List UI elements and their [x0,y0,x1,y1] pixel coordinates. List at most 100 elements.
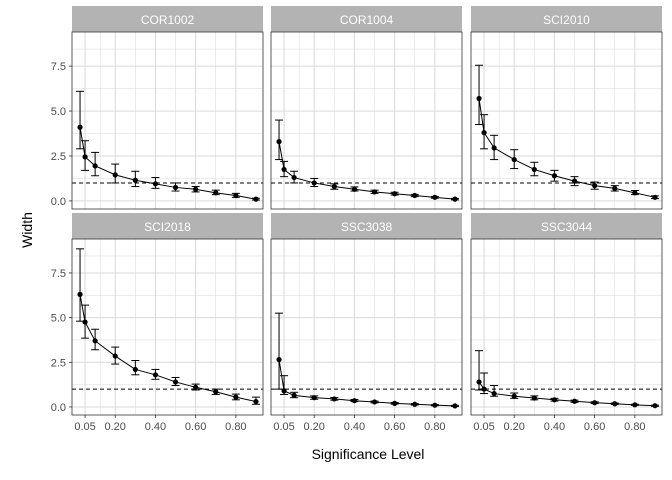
data-point [276,357,282,363]
data-point [551,173,558,179]
panel-background [271,239,462,415]
data-point [491,390,497,397]
data-point [172,379,179,385]
facet-strip-label: SSC3038 [341,220,393,234]
facet-strip-label: SCI2018 [144,220,191,234]
facet-panel-cor1004: COR1004 [270,6,463,210]
x-tick-label: 0.40 [344,421,365,433]
data-point [592,183,598,189]
y-tick-label: 7.5 [51,61,66,73]
panel-border [470,238,663,416]
data-point [351,398,358,404]
data-point [476,379,482,385]
data-point [392,400,398,406]
facet-strip [471,6,662,32]
data-point [452,403,458,409]
data-point [476,95,482,102]
data-point [571,178,578,184]
data-point [112,172,118,178]
data-point [193,186,199,192]
data-point [213,190,219,196]
data-point [253,196,259,202]
facet-strip-label: SSC3044 [541,220,593,234]
data-point [571,398,578,404]
data-point [276,139,282,145]
y-tick-label: 2.5 [51,151,66,163]
data-point [291,174,297,181]
facet-strip [271,6,462,32]
data-point [132,177,138,183]
y-tick-label: 0.0 [51,402,66,414]
y-axis-title: Width [19,212,35,248]
x-tick-label: 0.60 [384,421,405,433]
data-point [531,166,537,173]
data-point [531,395,537,401]
facet-strip [471,213,662,239]
facet-strip [271,213,462,239]
x-tick-label: 0.05 [273,421,294,433]
facet-strip-label: COR1004 [340,13,394,27]
x-tick-label: 0.20 [304,421,325,433]
data-point [172,184,179,191]
data-point [331,183,337,190]
facet-strip [72,6,263,32]
facet-strip-label: COR1002 [141,13,195,27]
data-point [612,401,618,407]
x-tick-label: 0.05 [473,421,494,433]
data-point [412,401,418,407]
panel-border [470,31,663,210]
x-tick-label: 0.80 [424,421,445,433]
data-point [152,181,159,187]
data-point [592,400,598,406]
y-tick-label: 5.0 [51,106,66,118]
facet-panel-ssc3044: SSC3044 0.05 0.20 0.40 0.60 0.80 [470,213,663,433]
data-point [351,186,358,192]
data-point [92,338,98,344]
data-point [233,394,239,400]
data-point [481,386,487,392]
data-point [77,124,83,130]
data-point [371,189,378,195]
panel-border [71,238,264,416]
data-point [193,384,199,390]
data-point [612,185,618,191]
data-point [291,392,297,398]
x-tick-label: 0.05 [74,421,95,433]
facet-panel-sci2010: SCI2010 [470,6,663,210]
data-point [92,163,98,169]
panel-border [71,31,264,210]
data-point [632,402,638,408]
data-point [511,156,517,163]
y-tick-label: 5.0 [51,313,66,325]
x-tick-label: 0.60 [584,421,605,433]
data-point [432,194,438,200]
data-point [213,389,219,395]
panel-background [471,239,662,415]
panel-background [72,239,263,415]
panel-border [270,238,463,416]
y-tick-label: 0.0 [51,196,66,208]
facet-strip [72,213,263,239]
y-tick-label: 7.5 [51,268,66,280]
data-point [132,366,138,373]
x-tick-label: 0.60 [185,421,206,433]
facet-panel-cor1002: COR1002 0.0 2.5 5.0 7.5 [51,6,264,210]
x-tick-label: 0.80 [225,421,246,433]
data-point [491,145,497,151]
data-point [311,180,317,186]
x-tick-label: 0.80 [624,421,645,433]
data-point [652,403,658,409]
data-point [82,319,88,325]
data-point [112,353,118,359]
data-point [331,396,337,402]
data-point [392,191,398,197]
data-point [511,393,517,399]
data-point [152,372,159,378]
y-tick-label: 2.5 [51,357,66,369]
data-point [652,194,658,200]
facet-panel-sci2018: SCI2018 0.0 2.5 5.0 7.5 0.05 0.20 0.40 0.60 0.80 [51,213,264,433]
data-point [371,399,378,405]
data-point [551,397,558,403]
data-point [452,196,458,202]
x-tick-label: 0.20 [504,421,525,433]
